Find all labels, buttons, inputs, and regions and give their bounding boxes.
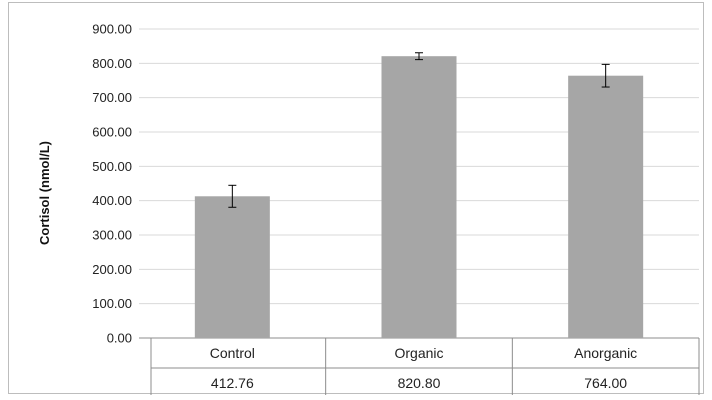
chart-frame: 0.00 100.00 200.00 300.00 400.00 500.00 600.00… (8, 2, 704, 395)
y-tick-label: 900.00 (92, 22, 132, 37)
y-tick-label: 0.00 (107, 331, 132, 346)
value-label: 820.80 (398, 375, 441, 391)
y-tick-label: 600.00 (92, 125, 132, 140)
category-label: Organic (394, 345, 443, 361)
value-label: 764.00 (584, 375, 627, 391)
y-tick-label: 400.00 (92, 193, 132, 208)
y-tick-label: 700.00 (92, 90, 132, 105)
data-table: Control 412.76 Organic 820.80 Anorganic 764.0… (150, 338, 700, 395)
y-tick-label: 300.00 (92, 228, 132, 243)
value-label: 412.76 (211, 375, 254, 391)
error-bars (228, 52, 610, 208)
y-axis-title: Cortisol (nmol/L) (37, 141, 52, 245)
y-tick-labels: 0.00 100.00 200.00 300.00 400.00 500.00 600.00… (92, 22, 132, 346)
bar-chart: 0.00 100.00 200.00 300.00 400.00 500.00 600.00… (37, 22, 700, 395)
y-tick-label: 100.00 (92, 296, 132, 311)
bar-control (194, 196, 270, 338)
category-label: Anorganic (574, 345, 637, 361)
y-tick-label: 500.00 (92, 159, 132, 174)
bar-organic (381, 56, 457, 338)
y-tick-label: 800.00 (92, 56, 132, 71)
bars (194, 56, 644, 339)
category-label: Control (210, 345, 255, 361)
bar-anorganic (568, 75, 644, 339)
y-tick-label: 200.00 (92, 262, 132, 277)
